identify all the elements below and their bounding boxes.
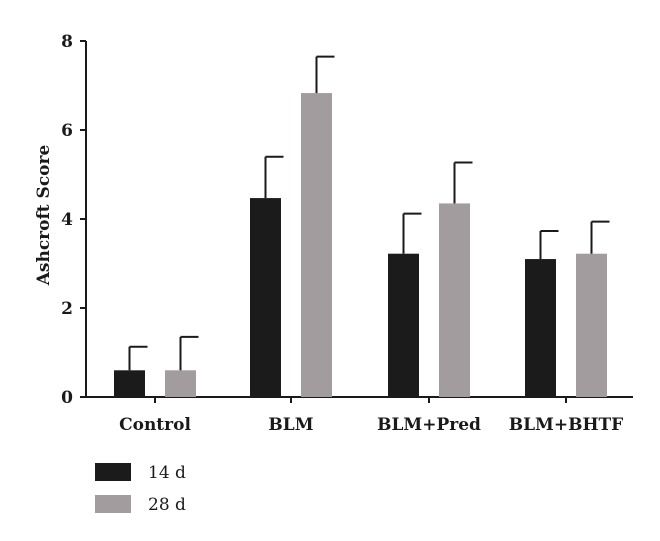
y-tick-label: 6 [61,121,73,141]
bar [439,203,470,397]
bar [388,253,419,397]
y-tick-label: 4 [61,210,73,230]
x-tick-label: BLM+BHTF [509,415,624,435]
x-axis: Control BLM BLM+Pred BLM+BHTF [86,396,633,435]
y-axis: 0 2 4 6 8 [61,32,87,408]
legend-label: 14 d [148,463,186,483]
bar [576,253,607,397]
bar [114,370,145,397]
legend-swatch [95,463,131,481]
y-tick-label: 8 [61,32,73,52]
bar [301,93,332,397]
x-tick-label: BLM [268,415,313,435]
bar [250,198,281,397]
y-tick-label: 2 [61,299,73,319]
legend: 14 d 28 d [95,463,186,515]
bar [525,259,556,397]
y-tick-label: 0 [61,388,73,408]
x-tick-label: BLM+Pred [377,415,481,435]
error-bars [128,55,610,371]
bar [165,370,196,397]
legend-swatch [95,495,131,513]
x-tick-label: Control [119,415,191,435]
bars [114,93,607,397]
legend-label: 28 d [148,495,186,515]
y-axis-title: Ashcroft Score [34,145,54,287]
